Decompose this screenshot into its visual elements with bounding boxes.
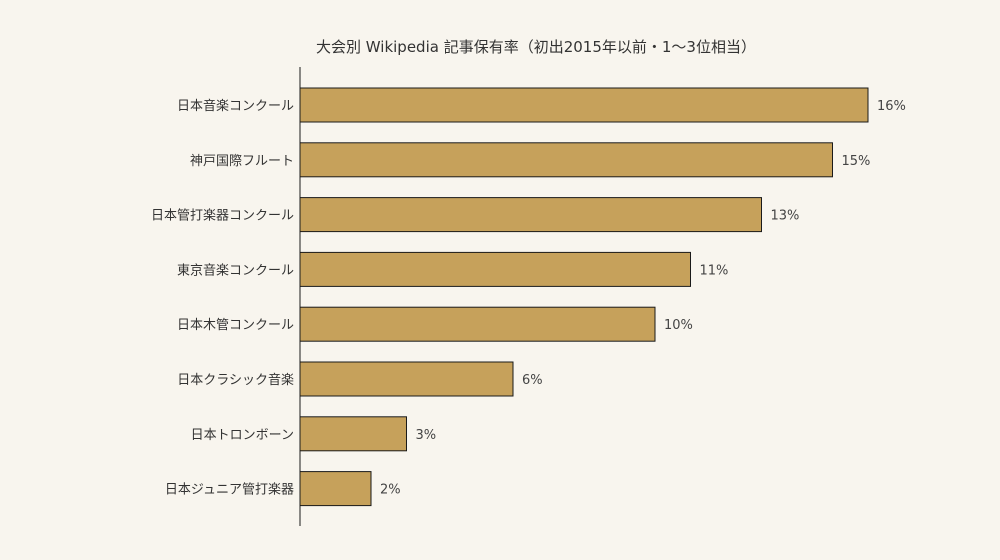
- bar-1: [299, 87, 869, 123]
- category-label-7: 日本トロンボーン: [191, 428, 294, 443]
- category-label-2: 神戸国際フルート: [190, 154, 294, 169]
- category-label-6: 日本クラシック音楽: [177, 372, 294, 388]
- bar-7: [299, 416, 407, 452]
- value-label-3: 13%: [771, 209, 800, 224]
- category-label-3: 日本管打楽器コンクール: [151, 208, 294, 224]
- category-label-8: 日本ジュニア管打楽器: [165, 482, 294, 498]
- chart-title: 大会別 Wikipedia 記事保有率（初出2015年以前・1〜3位相当）: [316, 38, 756, 56]
- bar-3: [299, 197, 762, 233]
- category-label-1: 日本音楽コンクール: [177, 98, 294, 114]
- bar-2: [299, 142, 833, 178]
- value-label-6: 6%: [522, 373, 543, 388]
- bar-6: [299, 361, 514, 397]
- bar-4: [299, 251, 691, 287]
- value-label-2: 15%: [842, 154, 871, 169]
- bars-group: 日本音楽コンクール 16% 神戸国際フルート 15% 日本管打楽器コンクール 13% 東京音…: [151, 87, 906, 507]
- value-label-4: 11%: [700, 263, 729, 278]
- value-label-5: 10%: [664, 318, 693, 333]
- value-label-1: 16%: [877, 99, 906, 114]
- category-label-4: 東京音楽コンクール: [177, 262, 294, 278]
- bar-8: [299, 471, 372, 507]
- value-label-7: 3%: [416, 428, 437, 443]
- category-label-5: 日本木管コンクール: [177, 318, 294, 333]
- bar-5: [299, 306, 656, 342]
- value-label-8: 2%: [380, 483, 401, 498]
